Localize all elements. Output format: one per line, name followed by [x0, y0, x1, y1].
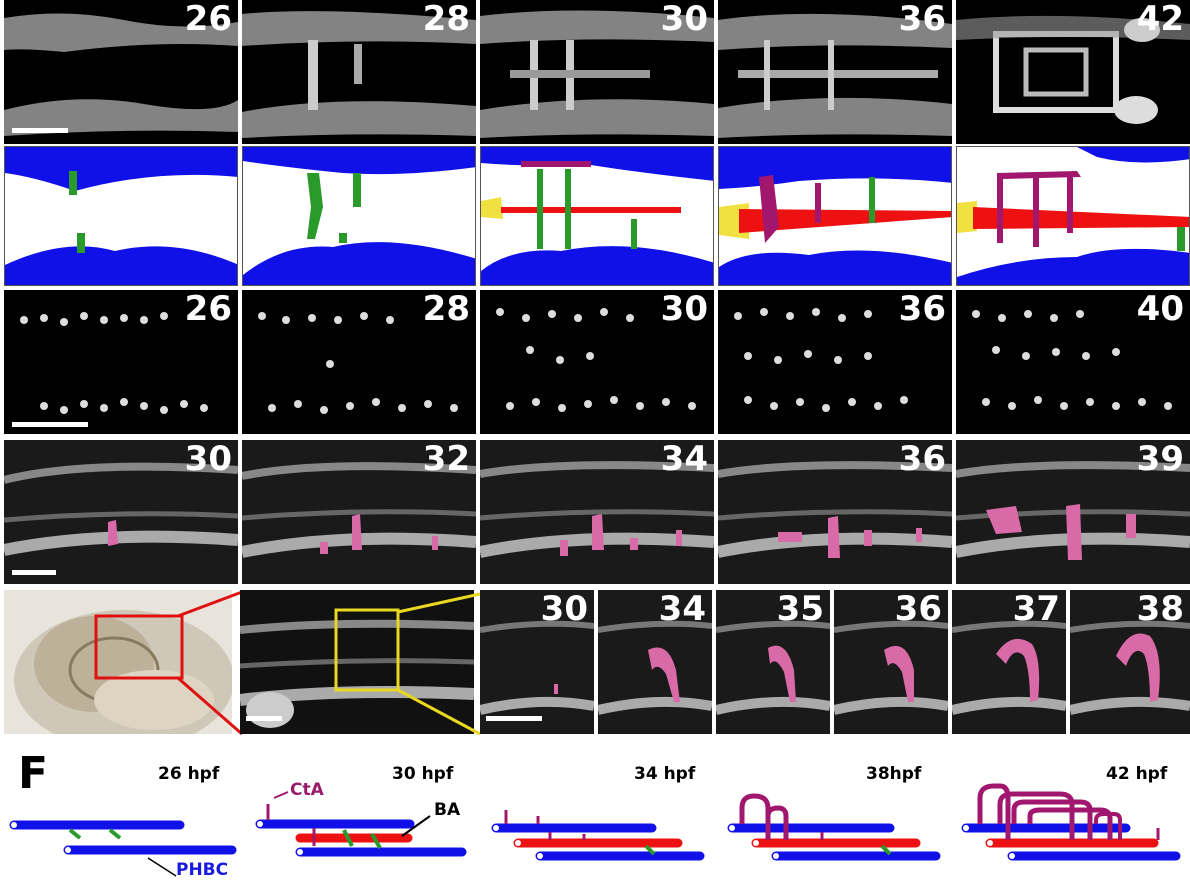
schematic-f	[9, 783, 1181, 877]
panel-c-4: 36	[718, 290, 952, 434]
panel-e-5: 37	[952, 590, 1066, 734]
time-label: 30	[184, 440, 232, 479]
panel-e-2: 34	[598, 590, 712, 734]
time-label: 34	[660, 440, 708, 479]
tracing-b-1	[4, 146, 238, 286]
panel-c-1: 26	[4, 290, 238, 434]
panel-e-4: 36	[834, 590, 948, 734]
time-label: 42	[1136, 0, 1184, 39]
time-label: 30	[660, 0, 708, 39]
time-label: 38	[1136, 590, 1184, 629]
time-label-f-1: 26 hpf	[158, 764, 220, 784]
time-label: 37	[1012, 590, 1060, 629]
panel-e-6: 38	[1070, 590, 1190, 734]
zoom-lines-yellow	[397, 592, 481, 736]
panel-d-1: 30	[4, 440, 238, 584]
panel-a-3: 30	[480, 0, 714, 144]
panel-c-3: 30	[480, 290, 714, 434]
time-label: 36	[894, 590, 942, 629]
time-label-f-3: 34 hpf	[634, 764, 696, 784]
time-label: 36	[898, 440, 946, 479]
phbc-annotation: PHBC	[176, 860, 229, 880]
time-label: 28	[422, 0, 470, 39]
time-label: 39	[1136, 440, 1184, 479]
scale-bar	[12, 422, 88, 427]
panel-a-1: 26	[4, 0, 238, 144]
row-label-f: F	[18, 748, 49, 799]
time-label-f-4: 38hpf	[866, 764, 922, 784]
time-label: 35	[776, 590, 824, 629]
tracing-b-4	[718, 146, 952, 286]
panel-e-1: 30	[480, 590, 594, 734]
panel-d-4: 36	[718, 440, 952, 584]
time-label-f-5: 42 hpf	[1106, 764, 1168, 784]
panel-d-5: 39	[956, 440, 1190, 584]
panel-d-2: 32	[242, 440, 476, 584]
time-label: 30	[660, 290, 708, 329]
panel-d-3: 34	[480, 440, 714, 584]
panel-a-4: 36	[718, 0, 952, 144]
scale-bar	[12, 128, 68, 133]
tracing-b-3	[480, 146, 714, 286]
time-label: 32	[422, 440, 470, 479]
time-label-f-2: 30 hpf	[392, 764, 454, 784]
panel-e-3: 35	[716, 590, 830, 734]
time-label: 30	[540, 590, 588, 629]
time-label: 40	[1136, 290, 1184, 329]
time-label: 36	[898, 290, 946, 329]
panel-e-overview	[240, 590, 474, 734]
panel-a-2: 28	[242, 0, 476, 144]
time-label: 34	[658, 590, 706, 629]
time-label: 26	[184, 0, 232, 39]
panel-c-5: 40	[956, 290, 1190, 434]
time-label: 36	[898, 0, 946, 39]
scale-bar	[246, 716, 282, 721]
time-label: 28	[422, 290, 470, 329]
zoom-lines-red	[177, 590, 243, 736]
time-label: 26	[184, 290, 232, 329]
embryo-image	[4, 590, 232, 734]
scale-bar	[12, 570, 56, 575]
tracing-b-5	[956, 146, 1190, 286]
panel-a-5: 42	[956, 0, 1190, 144]
panel-c-2: 28	[242, 290, 476, 434]
cta-annotation: CtA	[290, 780, 324, 800]
scale-bar	[486, 716, 542, 721]
tracing-b-2	[242, 146, 476, 286]
ba-annotation: BA	[434, 800, 461, 820]
